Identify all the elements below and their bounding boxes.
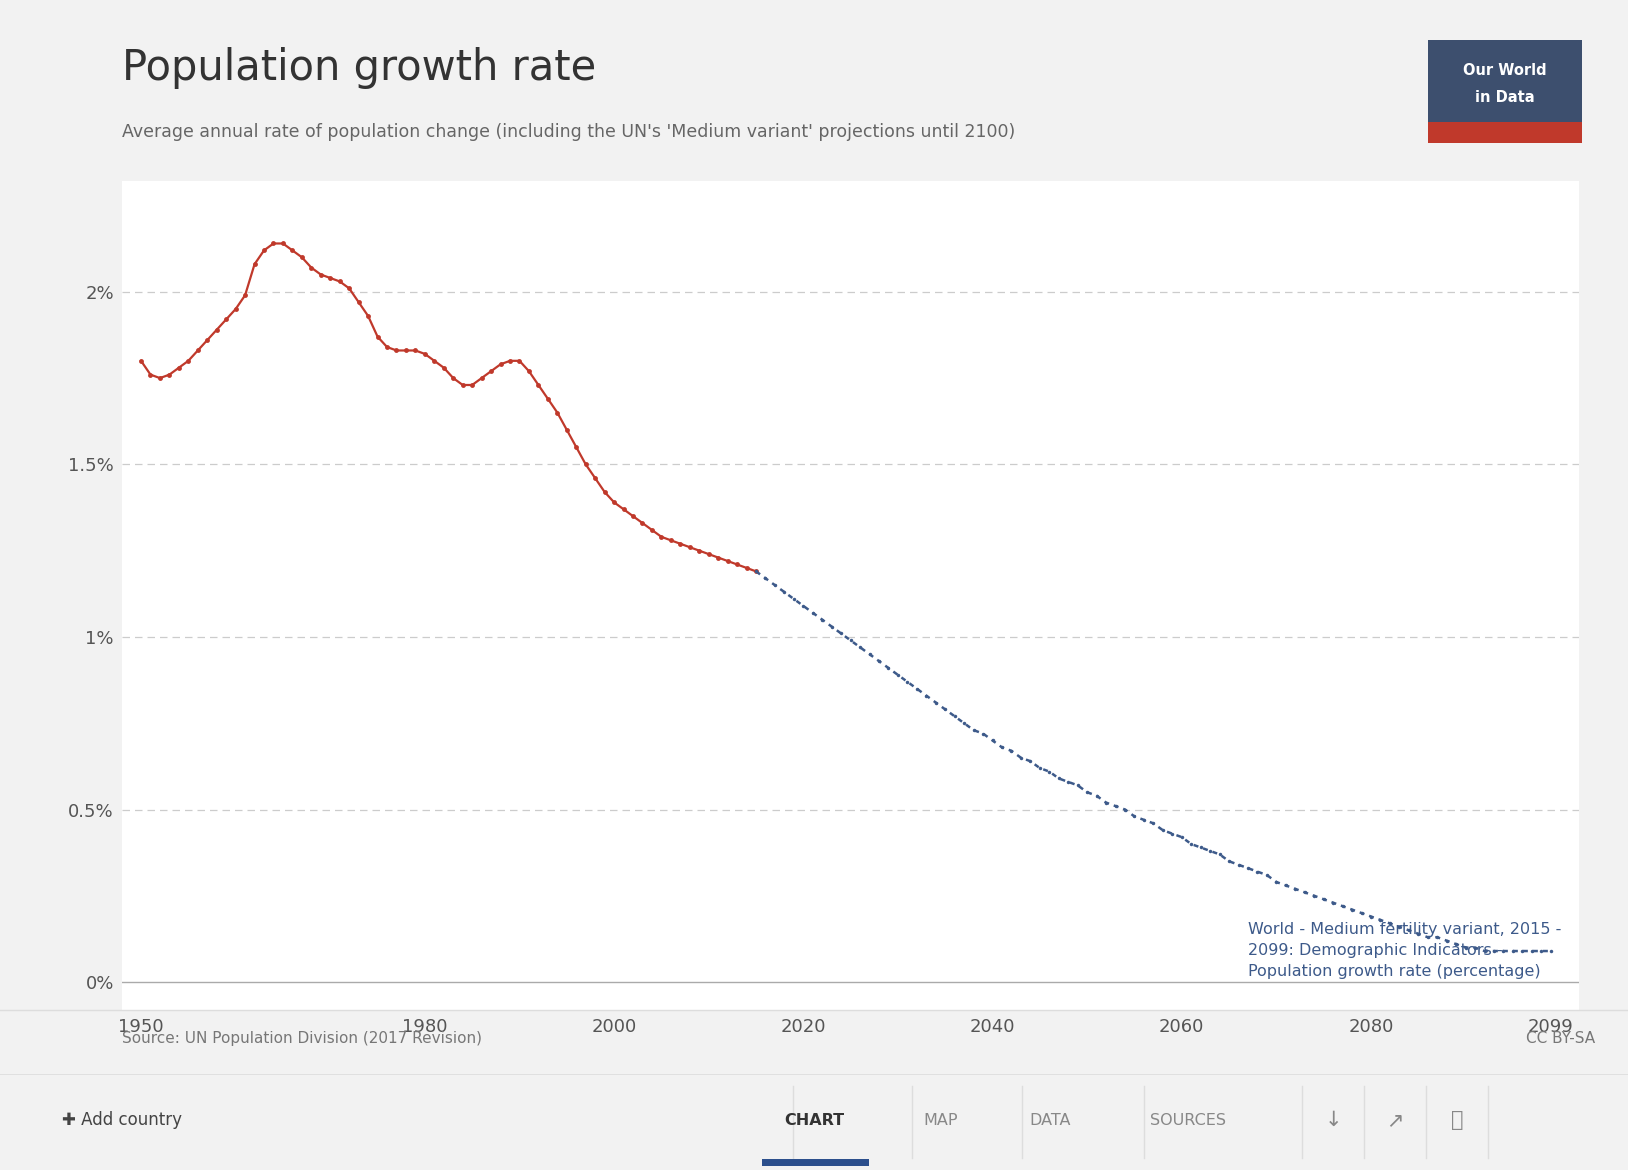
Text: World - Medium fertility variant, 2015 -
2099: Demographic Indicators -
Populati: World - Medium fertility variant, 2015 -… [1249,922,1561,978]
Text: DATA: DATA [1029,1113,1071,1128]
Text: Source: UN Population Division (2017 Revision): Source: UN Population Division (2017 Rev… [122,1031,482,1046]
Text: Our World: Our World [1464,63,1547,78]
Text: ✚ Add country: ✚ Add country [62,1112,182,1129]
Text: MAP: MAP [923,1113,959,1128]
Bar [1428,122,1582,143]
Text: ↗: ↗ [1387,1110,1403,1130]
Text: SOURCES: SOURCES [1151,1113,1226,1128]
Text: ⤢: ⤢ [1451,1110,1464,1130]
Bar [762,1159,869,1166]
Text: in Data: in Data [1475,90,1535,105]
Text: ↓: ↓ [1325,1110,1341,1130]
Text: Population growth rate: Population growth rate [122,47,596,89]
Text: Average annual rate of population change (including the UN's 'Medium variant' pr: Average annual rate of population change… [122,123,1016,140]
Text: CC BY-SA: CC BY-SA [1527,1031,1595,1046]
Text: CHART: CHART [785,1113,843,1128]
